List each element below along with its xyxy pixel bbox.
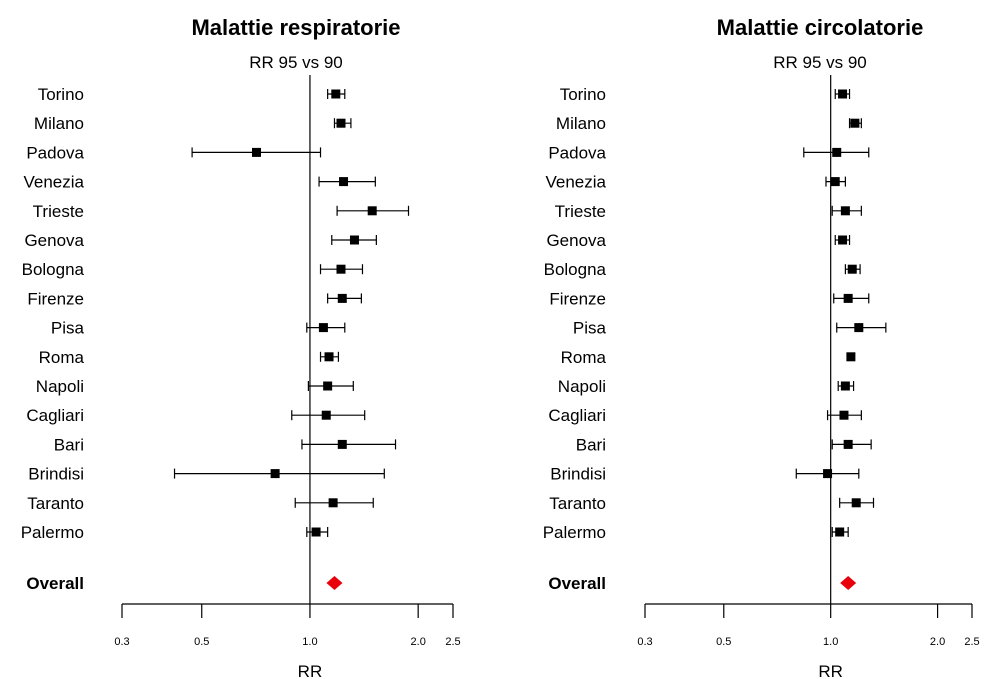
chart-subtitle: RR 95 vs 90 [249, 53, 343, 72]
point-estimate [846, 352, 856, 362]
row-label: Napoli [36, 377, 84, 396]
chart-subtitle: RR 95 vs 90 [773, 53, 867, 72]
point-estimate [339, 177, 349, 187]
point-estimate [336, 264, 346, 274]
point-estimate [838, 89, 848, 99]
row-label: Brindisi [550, 465, 606, 484]
overall-diamond [326, 576, 343, 590]
row-label: Taranto [27, 494, 84, 513]
point-estimate [318, 323, 328, 333]
x-tick-label: 0.5 [194, 636, 209, 648]
point-estimate [838, 235, 848, 245]
row-label: Trieste [555, 202, 606, 221]
row-label: Bologna [544, 260, 607, 279]
point-estimate [337, 293, 347, 303]
x-tick-label: 2.5 [445, 636, 460, 648]
point-estimate [823, 469, 833, 479]
chart-title: Malattie respiratorie [191, 15, 400, 40]
point-estimate [311, 527, 321, 537]
point-estimate [337, 439, 347, 449]
point-estimate [851, 498, 861, 508]
point-estimate [251, 147, 261, 157]
point-estimate [840, 381, 850, 391]
row-label: Roma [561, 348, 607, 367]
row-label: Padova [548, 143, 606, 162]
row-label: Milano [34, 114, 84, 133]
row-label: Palermo [21, 523, 84, 542]
row-label: Firenze [27, 289, 84, 308]
overall-label: Overall [548, 574, 606, 593]
point-estimate [830, 177, 840, 187]
row-label: Trieste [33, 202, 84, 221]
row-label: Bologna [22, 260, 85, 279]
point-estimate [843, 439, 853, 449]
point-estimate [850, 118, 860, 128]
row-label: Brindisi [28, 465, 84, 484]
row-label: Taranto [549, 494, 606, 513]
row-label: Torino [560, 85, 606, 104]
row-label: Padova [26, 143, 84, 162]
point-estimate [367, 206, 377, 216]
point-estimate [840, 206, 850, 216]
x-axis-label: RR [298, 662, 323, 679]
point-estimate [331, 89, 341, 99]
row-label: Pisa [51, 319, 85, 338]
point-estimate [349, 235, 359, 245]
forest-panel-1: Malattie respiratorie RR 95 vs 90 Torino Mi… [21, 15, 461, 679]
x-tick-label: 0.3 [114, 636, 129, 648]
row-label: Milano [556, 114, 606, 133]
x-tick-label: 0.5 [716, 636, 731, 648]
point-estimate [324, 352, 334, 362]
row-label: Firenze [549, 289, 606, 308]
overall-label: Overall [26, 574, 84, 593]
point-estimate [839, 410, 849, 420]
point-estimate [843, 293, 853, 303]
point-estimate [323, 381, 333, 391]
point-estimate [847, 264, 857, 274]
x-tick-label: 1.0 [302, 636, 317, 648]
row-label: Bari [576, 435, 606, 454]
point-estimate [328, 498, 338, 508]
point-estimate [336, 118, 346, 128]
point-estimate [835, 527, 845, 537]
x-tick-label: 2.5 [964, 636, 979, 648]
row-label: Pisa [573, 319, 607, 338]
row-label: Napoli [558, 377, 606, 396]
row-label: Genova [546, 231, 606, 250]
row-label: Roma [39, 348, 85, 367]
x-tick-label: 1.0 [823, 636, 838, 648]
row-label: Venezia [24, 173, 85, 192]
forest-panel-2: Malattie circolatorie RR 95 vs 90 Torino Mi… [543, 15, 980, 679]
row-label: Palermo [543, 523, 606, 542]
row-label: Bari [54, 435, 84, 454]
overall-diamond [840, 576, 857, 590]
x-axis-label: RR [818, 662, 843, 679]
row-label: Cagliari [26, 406, 84, 425]
x-tick-label: 0.3 [637, 636, 652, 648]
row-label: Genova [24, 231, 84, 250]
point-estimate [270, 469, 280, 479]
chart-title: Malattie circolatorie [717, 15, 924, 40]
point-estimate [854, 323, 864, 333]
row-label: Venezia [546, 173, 607, 192]
x-tick-label: 2.0 [930, 636, 945, 648]
x-tick-label: 2.0 [411, 636, 426, 648]
row-label: Cagliari [548, 406, 606, 425]
row-label: Torino [38, 85, 84, 104]
point-estimate [321, 410, 331, 420]
point-estimate [832, 147, 842, 157]
